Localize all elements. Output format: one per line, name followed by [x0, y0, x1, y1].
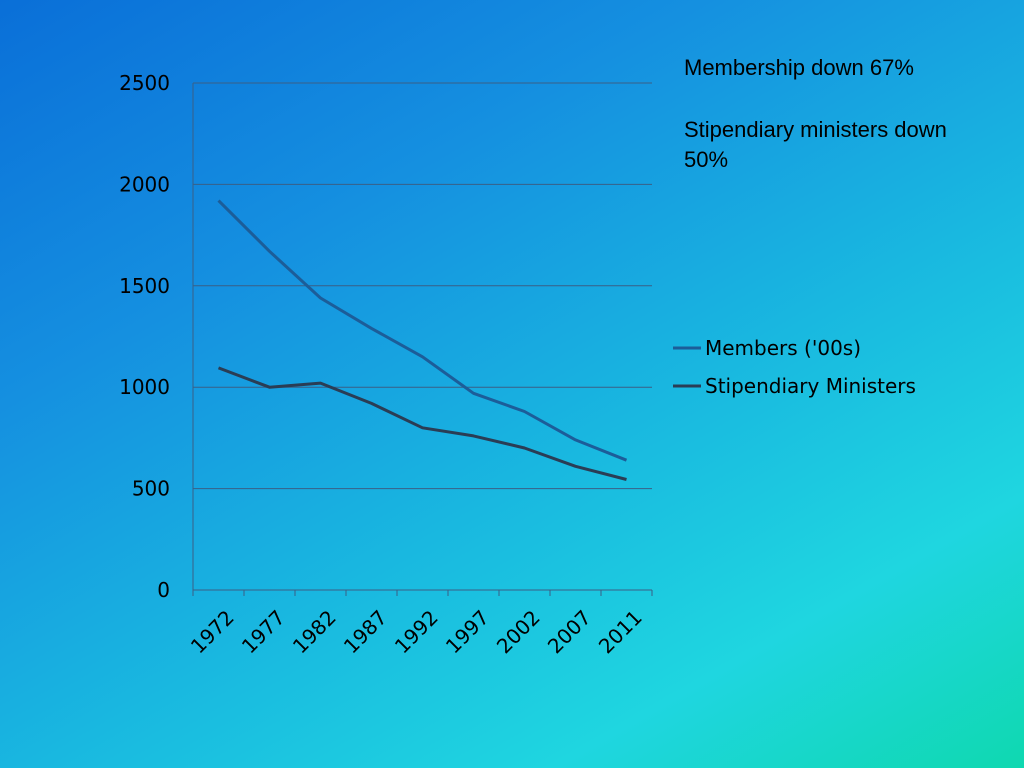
- series-lines: [217, 199, 628, 481]
- y-tick-label: 500: [132, 477, 170, 501]
- x-tick-label: 1992: [390, 605, 443, 658]
- x-tick-label: 1972: [186, 605, 239, 658]
- y-tick-label: 1500: [119, 274, 170, 298]
- x-tick-label: 1982: [288, 605, 341, 658]
- x-tick-label: 2011: [594, 605, 647, 658]
- y-tick-label: 2000: [119, 172, 170, 196]
- x-tick-label: 1977: [237, 605, 290, 658]
- legend-label: Members ('00s): [705, 336, 861, 360]
- membership-note: Membership down 67%: [684, 55, 914, 80]
- legend-label: Stipendiary Ministers: [705, 374, 916, 398]
- legend: Members ('00s) Stipendiary Ministers: [673, 336, 916, 398]
- y-tick-label: 1000: [119, 375, 170, 399]
- y-tick-labels: 0 500 1000 1500 2000 2500: [119, 71, 170, 602]
- x-tick-label: 2007: [543, 605, 596, 658]
- x-tick-label: 1987: [339, 605, 392, 658]
- y-tick-label: 0: [157, 578, 170, 602]
- series-line-ministers: [217, 366, 627, 481]
- x-tick-label: 1997: [441, 605, 494, 658]
- y-tick-label: 2500: [119, 71, 170, 95]
- x-tick-label: 2002: [492, 605, 545, 658]
- series-line-members: [217, 199, 628, 462]
- axes: [192, 83, 653, 596]
- ministers-note: Stipendiary ministers down 50%: [684, 117, 947, 172]
